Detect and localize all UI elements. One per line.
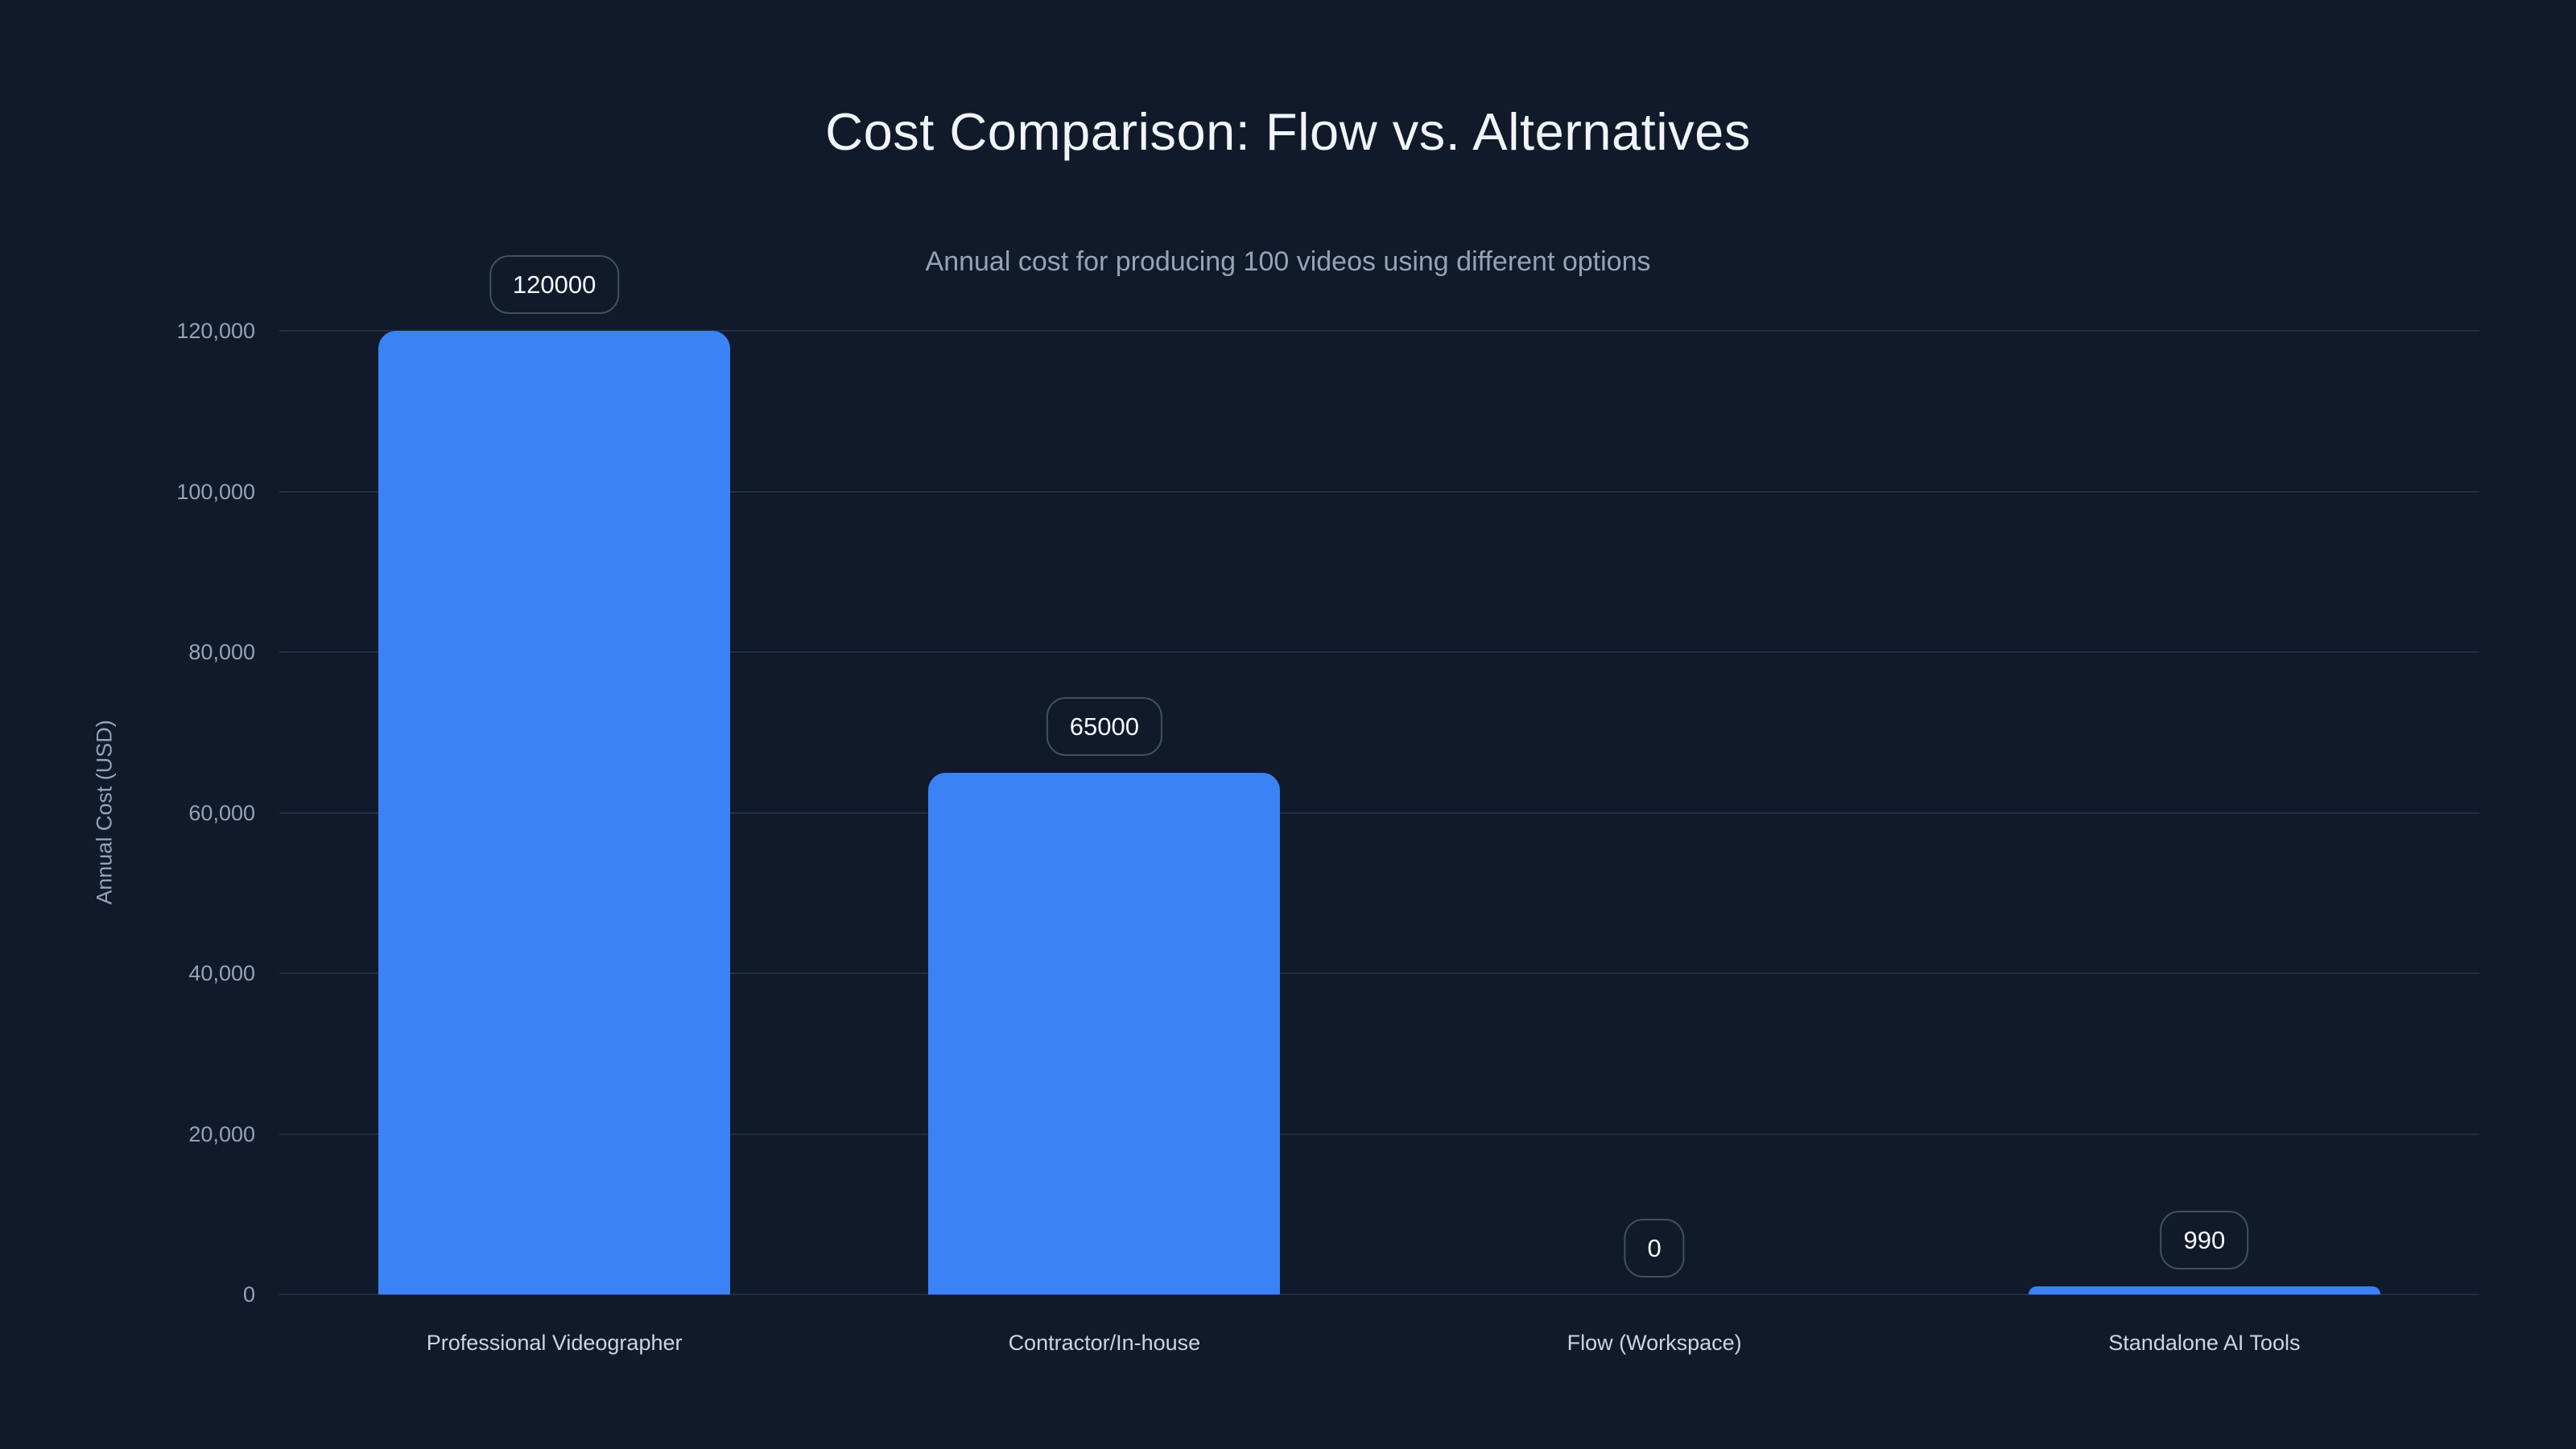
gridline-20000 [279, 1133, 2479, 1135]
value-label-flow-workspace: 0 [1624, 1219, 1685, 1278]
gridline-60000 [279, 811, 2479, 814]
y-tick-label: 120,000 [176, 319, 255, 343]
x-category-label-professional-videographer: Professional Videographer [426, 1331, 683, 1355]
gridline-120000 [279, 330, 2479, 332]
x-category-label-flow-workspace: Flow (Workspace) [1567, 1331, 1742, 1355]
x-category-label-standalone-ai-tools: Standalone AI Tools [2108, 1331, 2301, 1355]
y-tick-label: 60,000 [188, 800, 255, 825]
value-label-standalone-ai-tools: 990 [2160, 1211, 2249, 1270]
bar-professional-videographer[interactable] [378, 331, 731, 1294]
chart-title: Cost Comparison: Flow vs. Alternatives [825, 102, 1751, 161]
y-tick-label: 80,000 [188, 640, 255, 664]
bar-contractor-in-house[interactable] [928, 772, 1281, 1294]
gridline-40000 [279, 972, 2479, 974]
gridline-0 [279, 1294, 2479, 1295]
bar-standalone-ai-tools[interactable] [2028, 1286, 2380, 1294]
value-label-contractor-in-house: 65000 [1046, 696, 1162, 756]
gridline-80000 [279, 651, 2479, 653]
x-category-label-contractor-in-house: Contractor/In-house [1008, 1331, 1201, 1355]
y-tick-label: 100,000 [176, 479, 255, 504]
gridline-100000 [279, 490, 2479, 493]
y-tick-label: 40,000 [188, 961, 255, 985]
y-tick-label: 20,000 [188, 1121, 255, 1146]
chart-subtitle: Annual cost for producing 100 videos usi… [925, 246, 1651, 277]
y-tick-label: 0 [242, 1282, 255, 1307]
value-label-professional-videographer: 120000 [489, 255, 620, 314]
